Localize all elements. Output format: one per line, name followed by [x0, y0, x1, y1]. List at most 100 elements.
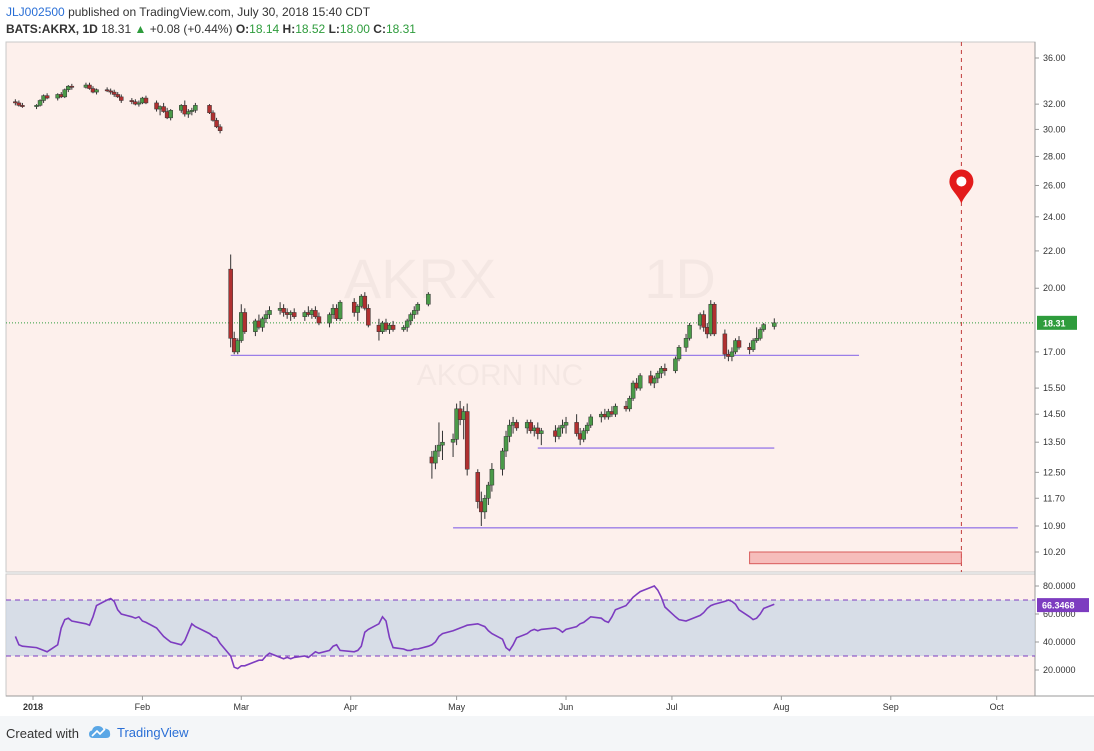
candle	[366, 304, 371, 328]
price-pane[interactable]	[5, 41, 1036, 573]
candle	[193, 102, 198, 113]
price-tick-label: 28.00	[1043, 151, 1066, 161]
candle	[207, 104, 212, 115]
candle	[754, 327, 759, 343]
candle	[482, 494, 488, 519]
candle	[436, 422, 442, 457]
candle	[291, 308, 297, 319]
candle	[757, 327, 763, 341]
candle	[454, 403, 459, 446]
candle	[514, 419, 519, 431]
time-tick-label: Apr	[344, 702, 358, 712]
tradingview-brand-link[interactable]: TradingView	[88, 724, 189, 740]
candle	[676, 345, 682, 362]
candle	[327, 312, 332, 328]
candle	[486, 481, 491, 506]
change-up-icon: ▲	[134, 22, 147, 36]
candle	[539, 427, 544, 446]
candle	[263, 310, 269, 324]
time-tick-label: May	[448, 702, 466, 712]
candle	[408, 312, 413, 326]
candle	[772, 318, 777, 330]
candle	[464, 403, 470, 476]
candle	[111, 89, 117, 97]
candle	[210, 110, 216, 122]
rsi-value-label: 66.3468	[1042, 601, 1075, 611]
price-tick-label: 36.00	[1043, 53, 1066, 63]
candle	[129, 98, 135, 105]
candle	[404, 318, 410, 332]
low-label: L:	[328, 22, 340, 36]
candle	[13, 99, 18, 106]
rsi-tick-label: 20.0000	[1043, 665, 1076, 675]
candle	[119, 94, 124, 103]
created-with-text: Created with	[6, 726, 79, 741]
price-change: +0.08 (+0.44%)	[149, 22, 233, 36]
candle	[528, 419, 533, 434]
candle	[683, 333, 689, 352]
symbol-label[interactable]: BATS:AKRX, 1D	[6, 22, 98, 36]
rsi-band	[6, 600, 1035, 656]
candle	[168, 109, 173, 121]
candle	[440, 430, 445, 461]
candle	[235, 338, 240, 355]
candle	[260, 316, 265, 332]
candle	[242, 308, 248, 334]
candle	[712, 302, 717, 337]
candle	[588, 414, 593, 428]
candle	[475, 469, 481, 509]
candle	[362, 292, 368, 311]
candle	[503, 430, 509, 457]
candle	[507, 419, 512, 443]
open-value: 18.14	[249, 22, 280, 36]
price-tick-label: 15.50	[1043, 383, 1066, 393]
rsi-line[interactable]	[14, 585, 775, 670]
candle	[574, 414, 579, 437]
author-link[interactable]: JLJ002500	[6, 5, 65, 19]
last-price-label: 18.31	[1043, 318, 1066, 328]
candle	[433, 445, 438, 470]
map-pin-icon[interactable]	[949, 169, 974, 204]
candle	[281, 304, 286, 317]
last-price: 18.31	[101, 22, 132, 36]
candle	[189, 107, 195, 116]
candle	[143, 95, 149, 105]
candle	[584, 422, 590, 434]
price-tick-label: 22.00	[1043, 246, 1066, 256]
high-value: 18.52	[295, 22, 326, 36]
rsi-tick-label: 60.0000	[1043, 609, 1076, 619]
candle	[20, 102, 25, 108]
footer: Created with TradingView	[0, 716, 1094, 751]
candle	[500, 448, 505, 476]
candle	[217, 124, 223, 134]
candle	[415, 302, 421, 315]
candle	[627, 395, 632, 412]
price-tick-label: 17.00	[1043, 347, 1066, 357]
chart-area[interactable]: AKRX 1D AKORN INC 36.0032.0030.0028.0026…	[0, 40, 1094, 716]
candle	[214, 117, 219, 129]
price-tick-label: 30.00	[1043, 124, 1066, 134]
high-label: H:	[282, 22, 296, 36]
price-tick-label: 14.50	[1043, 409, 1066, 419]
target-box[interactable]	[749, 551, 962, 565]
last-price-badge	[1037, 315, 1077, 330]
candle	[722, 329, 728, 359]
candle	[108, 88, 113, 95]
price-tick-label: 10.90	[1043, 521, 1066, 531]
time-tick-label: Sep	[883, 702, 899, 712]
candle	[662, 363, 668, 376]
candle	[267, 306, 272, 319]
candle	[411, 306, 417, 319]
candle	[87, 82, 92, 90]
candle	[44, 93, 50, 100]
candle	[560, 419, 565, 434]
candle	[34, 104, 39, 110]
time-tick-label: Jul	[666, 702, 678, 712]
candle	[313, 306, 318, 319]
candle	[652, 375, 657, 389]
candle	[161, 102, 166, 113]
rsi-value-badge	[1037, 598, 1089, 613]
tradingview-name: TradingView	[117, 724, 189, 740]
candle	[337, 300, 343, 321]
price-tick-label: 10.20	[1043, 547, 1066, 557]
